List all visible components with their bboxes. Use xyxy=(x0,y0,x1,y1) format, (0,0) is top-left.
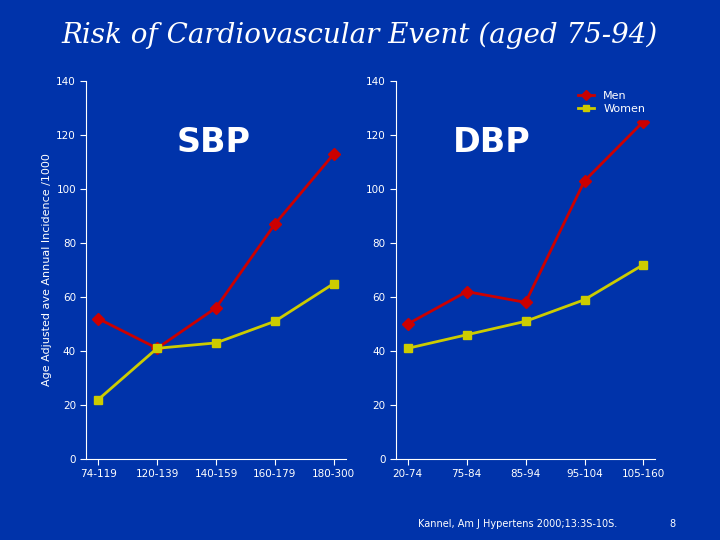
Text: SBP: SBP xyxy=(177,126,251,159)
Text: Kannel, Am J Hypertens 2000;13:3S-10S.: Kannel, Am J Hypertens 2000;13:3S-10S. xyxy=(418,519,617,529)
Text: DBP: DBP xyxy=(453,126,531,159)
Legend: Men, Women: Men, Women xyxy=(573,86,649,119)
Text: Risk of Cardiovascular Event (aged 75-94): Risk of Cardiovascular Event (aged 75-94… xyxy=(62,22,658,49)
Text: 8: 8 xyxy=(670,519,676,529)
Y-axis label: Age Adjusted ave Annual Incidence /1000: Age Adjusted ave Annual Incidence /1000 xyxy=(42,153,52,387)
